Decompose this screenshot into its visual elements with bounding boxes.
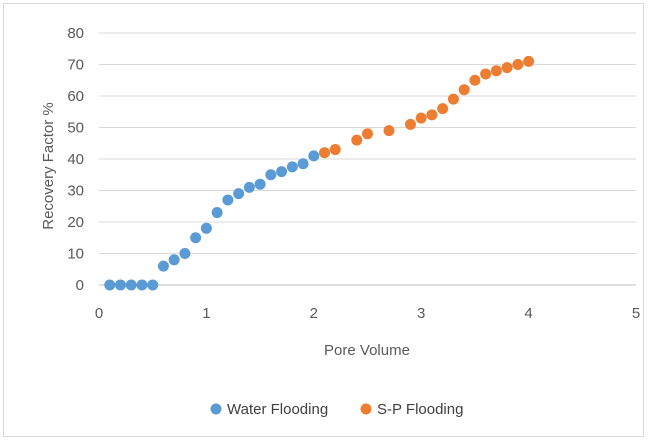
x-tick-label: 3	[417, 305, 425, 322]
x-tick-label: 4	[524, 305, 532, 322]
data-point	[276, 166, 288, 178]
legend-item: S-P Flooding	[360, 401, 463, 418]
data-point	[383, 125, 395, 137]
x-tick-label: 0	[95, 305, 103, 322]
data-point	[147, 279, 159, 291]
data-point	[286, 161, 298, 173]
legend-marker	[360, 403, 372, 415]
data-point	[490, 65, 502, 77]
y-tick-label: 30	[67, 183, 84, 200]
y-tick-label: 80	[67, 25, 84, 42]
data-point	[265, 169, 277, 181]
data-point	[104, 279, 116, 291]
data-point	[501, 62, 513, 74]
data-point	[351, 134, 363, 146]
y-tick-label: 60	[67, 88, 84, 105]
data-point	[157, 260, 169, 272]
data-point	[114, 279, 126, 291]
data-point	[437, 103, 449, 115]
x-tick-label: 2	[310, 305, 318, 322]
data-point	[179, 248, 191, 259]
y-tick-label: 50	[67, 120, 84, 137]
data-point	[319, 147, 331, 159]
data-point	[125, 279, 137, 291]
data-point	[404, 118, 416, 130]
x-tick-labels: 0 1 2 3 4 5	[95, 305, 640, 322]
y-tick-label: 70	[67, 57, 84, 74]
y-tick-label: 10	[67, 246, 84, 263]
data-point	[512, 59, 524, 70]
x-tick-label: 5	[632, 305, 640, 322]
y-tick-label: 0	[76, 277, 84, 294]
data-point	[308, 150, 320, 162]
data-point	[329, 144, 341, 156]
data-point	[136, 279, 148, 291]
data-point	[233, 188, 245, 200]
x-axis-title: Pore Volume	[324, 342, 410, 359]
y-tick-label: 40	[67, 151, 84, 168]
data-point	[447, 93, 459, 105]
data-point	[190, 232, 202, 244]
data-point	[480, 68, 492, 80]
series-sp-flooding	[319, 55, 535, 159]
data-point	[469, 74, 481, 86]
data-point	[222, 194, 234, 206]
legend: Water Flooding S-P Flooding	[210, 401, 463, 418]
x-tick-label: 1	[202, 305, 210, 322]
data-point	[168, 254, 180, 266]
legend-label: S-P Flooding	[377, 401, 463, 418]
y-tick-labels: 0 10 20 30 40 50 60 70 80	[67, 25, 84, 294]
y-tick-label: 20	[67, 214, 84, 231]
data-point	[362, 128, 373, 140]
data-point	[523, 55, 535, 67]
data-point	[297, 158, 309, 170]
data-point	[243, 181, 255, 193]
data-point	[211, 207, 223, 219]
data-point	[415, 112, 427, 124]
data-point	[200, 222, 212, 234]
legend-marker	[210, 403, 222, 415]
chart-frame	[3, 3, 644, 437]
legend-item: Water Flooding	[210, 401, 328, 418]
data-point	[254, 178, 266, 190]
data-point	[458, 84, 470, 96]
data-point	[426, 109, 438, 121]
data-points	[104, 55, 535, 291]
grid-lines	[99, 32, 636, 254]
legend-label: Water Flooding	[227, 401, 328, 418]
y-axis-title: Recovery Factor %	[40, 102, 57, 230]
series-water-flooding	[104, 150, 320, 291]
